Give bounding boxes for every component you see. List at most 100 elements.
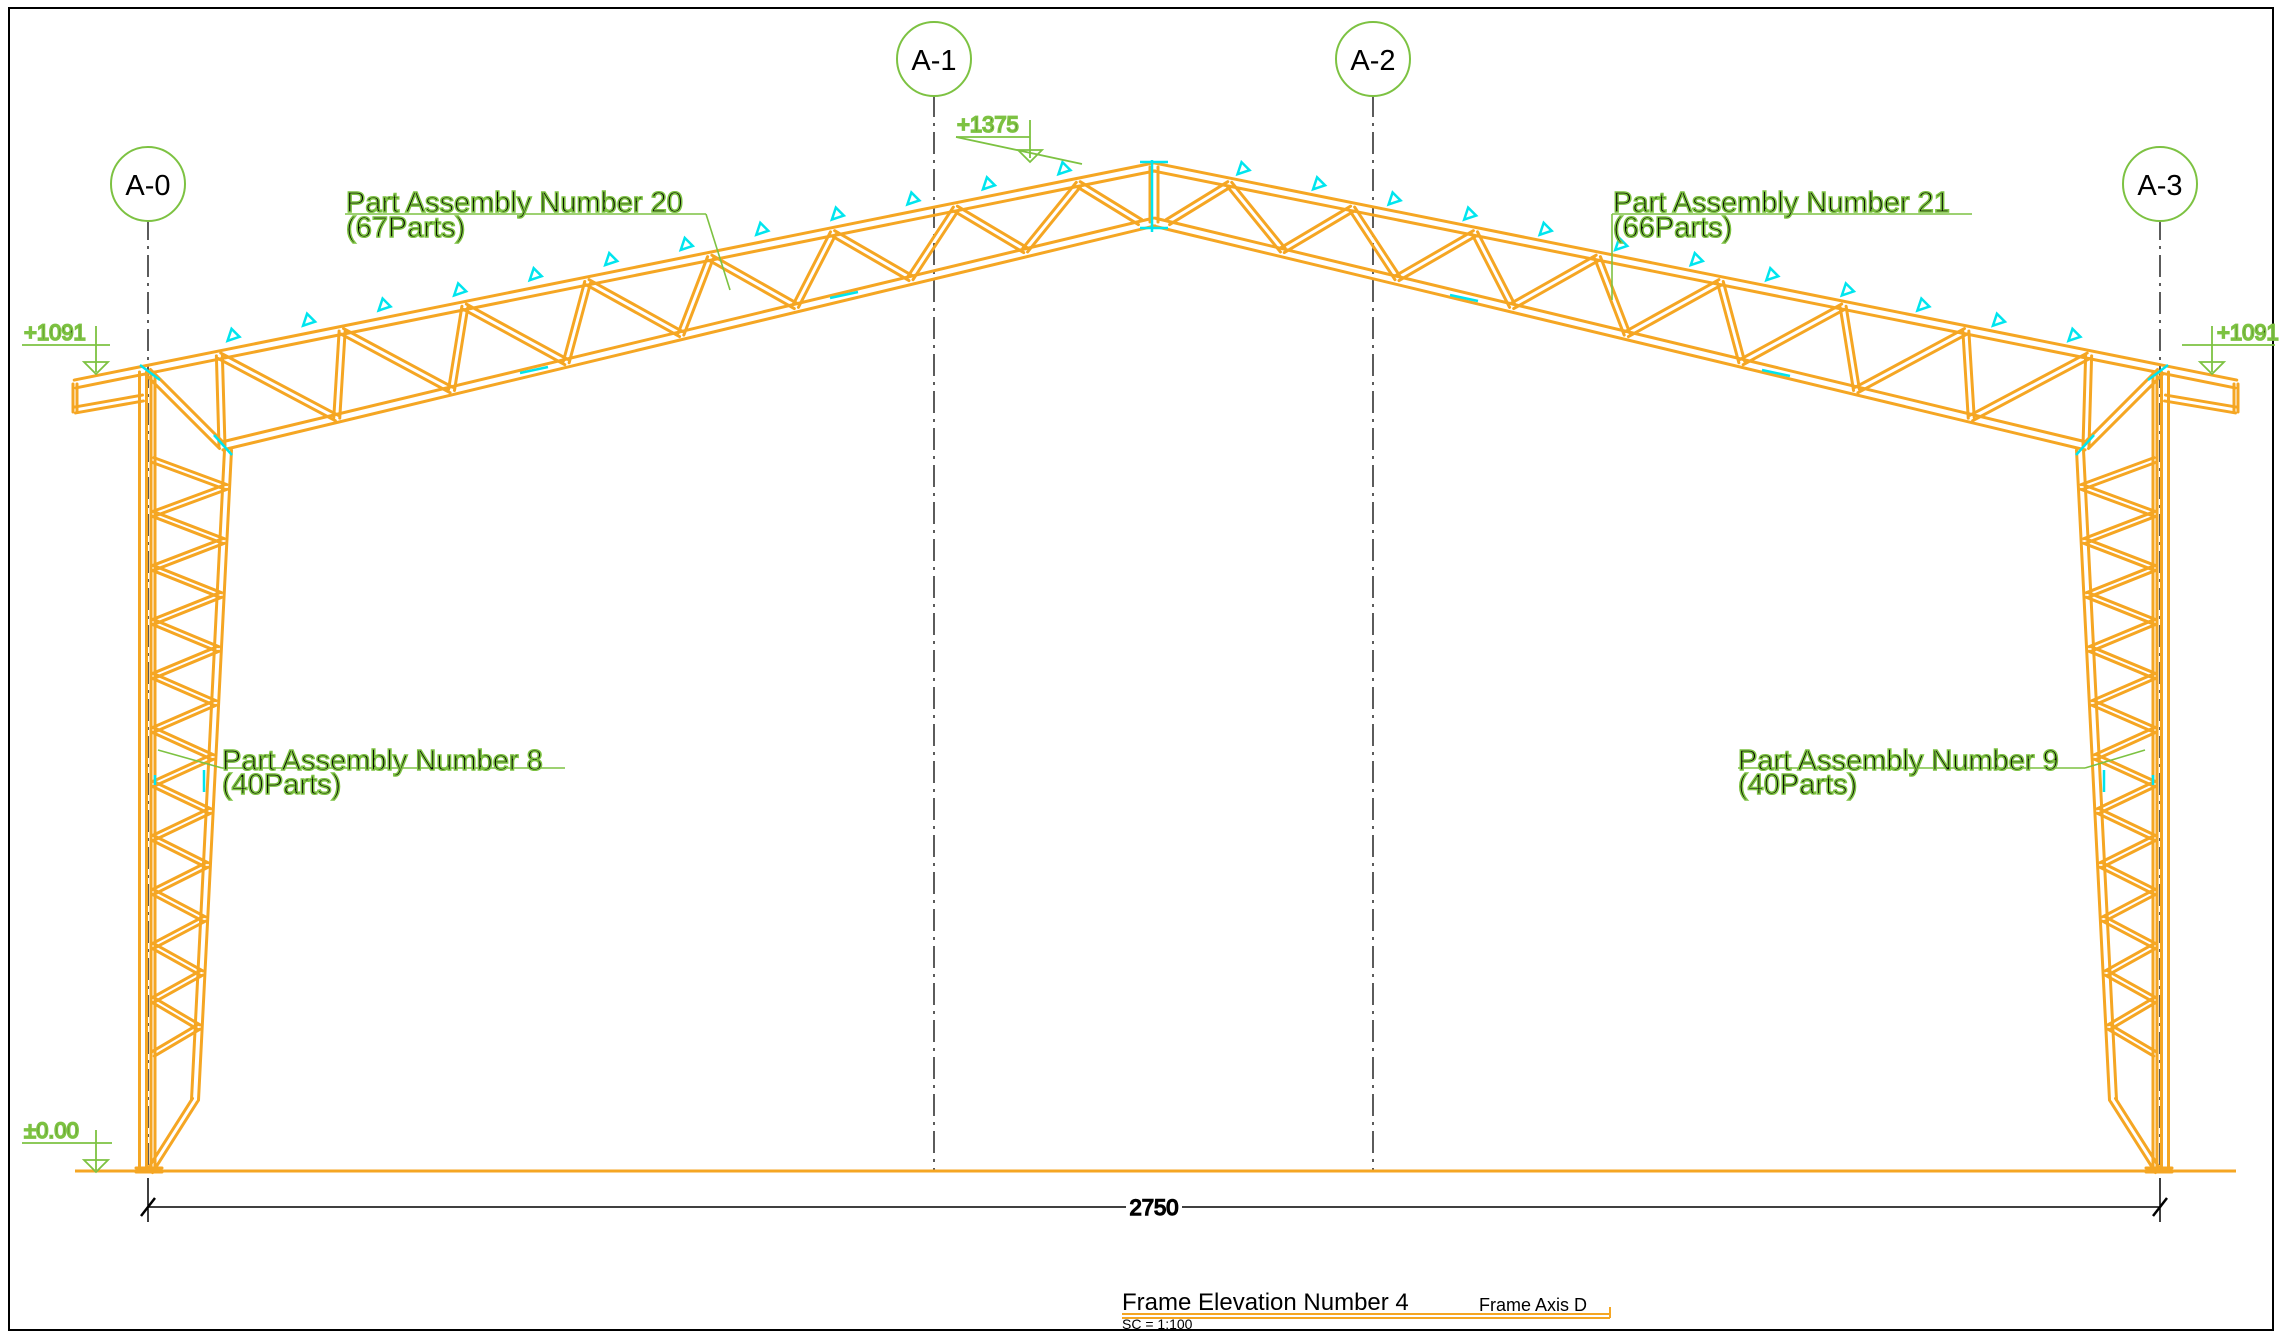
rafter-right-web-4: [1397, 234, 1478, 283]
purlin-cleat-left-8: [754, 220, 771, 237]
rafter-left-web-5: [461, 307, 567, 367]
column-right-lattice-7: [2089, 645, 2158, 676]
column-left-lattice-10: [150, 730, 213, 761]
assembly-callouts: Part Assembly Number 20 (67Parts) Part A…: [157, 186, 2146, 802]
rafter-left-web-3: [339, 332, 452, 395]
purlin-cleat-right-8: [1764, 265, 1781, 283]
column-right-lattice-4: [2086, 568, 2158, 599]
rafter-left-top-chord: [74, 169, 1157, 390]
column-left-lattice-12: [152, 780, 213, 811]
rafter-right-web-8: [1624, 278, 1721, 333]
column-left-lattice-8: [152, 672, 218, 703]
rafter-left-web-13: [952, 209, 1026, 255]
callout-rafter-right: Part Assembly Number 21 (66Parts): [1611, 186, 1972, 300]
column-left-lattice-19: [150, 969, 202, 1000]
column-right-lattice-20: [2109, 1000, 2158, 1031]
callout-column-right-parts: (40Parts): [1738, 769, 1857, 801]
grid-bubbles: A-0 A-1 A-2 A-3: [110, 21, 2198, 222]
column-left-lattice-20: [152, 996, 202, 1027]
column-right-knee-brace: [2086, 372, 2164, 450]
column-right-lattice-1: [2079, 487, 2156, 518]
purlin-cleat-right-4: [1462, 205, 1479, 222]
rafter-left-web-10: [796, 233, 838, 309]
rafter-right-web-11: [1844, 304, 1861, 392]
grid-bubble-a2: A-2: [1335, 21, 1411, 97]
rafter-right-web-6: [1512, 258, 1601, 311]
column-right-lattice-12: [2097, 784, 2158, 815]
rafter-right-top-chord: [1153, 161, 2239, 382]
column-right-lattice-14: [2098, 834, 2156, 865]
rafter-right-web-10: [1741, 307, 1847, 367]
rafter-left-web-12: [906, 205, 955, 278]
rafter-right-web-14: [1968, 351, 2089, 417]
grid-bubble-a0: A-0: [110, 146, 186, 222]
rafter-right-web-13: [1967, 329, 1976, 420]
rafter-right-web-2: [1279, 204, 1353, 249]
purlin-cleat-right-12: [2066, 326, 2083, 343]
column-left-lattice-21: [152, 1027, 202, 1058]
rafter-right-web-10: [1738, 302, 1844, 361]
column-left-lattice-5: [152, 595, 224, 626]
column-left-lattice-9: [150, 699, 216, 730]
column-left-inner: [196, 448, 233, 1102]
column-right-lattice-6: [2089, 622, 2158, 653]
column-left-lattice-7: [150, 645, 219, 676]
column-right-foot: [2108, 1100, 2157, 1175]
level-eave-left-label: +1091: [24, 320, 86, 345]
purlin-cleat-right-2: [1311, 174, 1328, 192]
purlin-cleat-right-6: [1613, 235, 1630, 252]
callout-rafter-left: Part Assembly Number 20 (67Parts): [345, 186, 731, 291]
column-right-lattice-5: [2084, 595, 2156, 626]
rafter-left-web-12: [911, 208, 960, 282]
column-right-lattice-9: [2090, 703, 2156, 734]
eave-bolts-left: [139, 364, 161, 381]
rafter-left-web-4: [447, 304, 464, 392]
rafter-right-web-7: [1593, 257, 1626, 337]
level-eave-right-label: +1091: [2217, 320, 2279, 345]
column-right-lattice-4: [2084, 564, 2156, 595]
column-right-lattice-17: [2101, 919, 2156, 950]
column-right-lattice-5: [2086, 591, 2158, 622]
purlin-cleat-left-12: [1056, 159, 1073, 177]
column-right-lattice-10: [2095, 730, 2158, 761]
splice-mark-right-2: [1761, 368, 1791, 378]
purlin-cleat-left-7: [678, 235, 696, 252]
column-right-lattice-18: [2106, 946, 2158, 977]
rafter-left-web-13: [955, 204, 1029, 249]
rafter-right-web-7: [1598, 255, 1632, 335]
column-right-inner: [2081, 448, 2118, 1102]
column-left-lattice-10: [152, 726, 215, 757]
column-right-knee-brace: [2082, 368, 2160, 446]
rafter-right-top-chord: [1151, 169, 2237, 390]
column-right-lattice-10: [2093, 726, 2156, 757]
column-right-lattice-21: [2109, 1023, 2158, 1054]
splice-mark-right-1: [1449, 293, 1479, 303]
rafter-left-web-6: [561, 279, 587, 363]
column-left-lattice-11: [150, 753, 213, 784]
rafter-left-web-4: [452, 305, 470, 392]
column-left-lattice-5: [150, 591, 222, 622]
purlin-cleat-left-10: [905, 190, 922, 207]
rafter-left-web-0: [214, 354, 221, 448]
column-left-lattice-18: [152, 942, 205, 973]
knee-bolts-right: [2075, 434, 2095, 456]
rafter-right-web-15: [2081, 354, 2088, 448]
column-left-lattice-3: [152, 541, 226, 572]
column-left-lattice-21: [150, 1023, 199, 1054]
rafter-right-web-3: [1348, 208, 1397, 282]
rafter-left-web-11: [833, 229, 914, 277]
grid-label-a0: A-0: [125, 170, 170, 202]
steel-frame: [71, 161, 2240, 1175]
column-left-lattice-2: [150, 514, 224, 545]
column-left-lattice-19: [152, 973, 205, 1004]
column-right-lattice-16: [2101, 888, 2156, 919]
column-right-foot: [2114, 1096, 2163, 1171]
column-right-lattice-16: [2103, 892, 2158, 923]
column-left-lattice-16: [150, 892, 205, 923]
purlin-cleat-right-5: [1537, 220, 1555, 237]
column-left-lattice-17: [150, 915, 205, 946]
callout-rafter-right-title: Part Assembly Number 21: [1613, 187, 1950, 219]
column-right-lattice-2: [2084, 514, 2158, 545]
callout-column-right-title: Part Assembly Number 9: [1738, 745, 2059, 777]
rafter-left-web-7: [587, 278, 684, 333]
